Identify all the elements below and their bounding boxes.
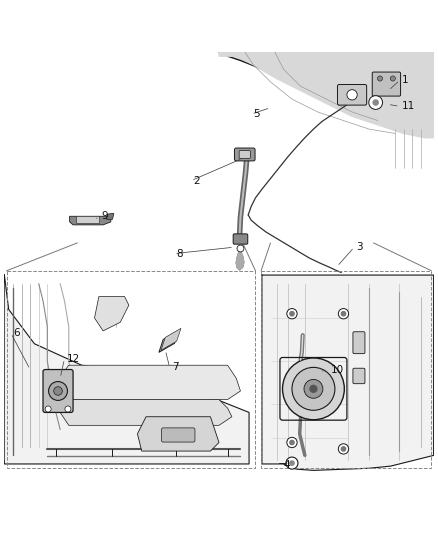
- Circle shape: [45, 406, 51, 412]
- Text: 9: 9: [101, 211, 108, 221]
- Circle shape: [341, 447, 346, 451]
- Polygon shape: [95, 296, 129, 331]
- Polygon shape: [219, 52, 434, 138]
- FancyBboxPatch shape: [239, 151, 251, 158]
- FancyBboxPatch shape: [233, 234, 248, 244]
- Circle shape: [290, 440, 294, 445]
- Text: 11: 11: [402, 101, 415, 111]
- Circle shape: [338, 309, 349, 319]
- Text: 10: 10: [331, 365, 344, 375]
- Circle shape: [283, 358, 344, 420]
- Polygon shape: [70, 214, 111, 225]
- FancyBboxPatch shape: [77, 216, 100, 223]
- FancyBboxPatch shape: [234, 148, 255, 161]
- Polygon shape: [60, 400, 232, 425]
- Polygon shape: [159, 330, 179, 352]
- FancyBboxPatch shape: [162, 428, 195, 442]
- Circle shape: [292, 367, 335, 410]
- Circle shape: [378, 76, 382, 81]
- Polygon shape: [219, 52, 434, 129]
- Text: 8: 8: [176, 248, 183, 259]
- Circle shape: [341, 312, 346, 316]
- Text: 7: 7: [172, 362, 178, 373]
- Circle shape: [54, 386, 62, 395]
- Text: 3: 3: [357, 242, 363, 252]
- Polygon shape: [106, 213, 114, 219]
- Circle shape: [287, 438, 297, 448]
- Circle shape: [49, 382, 67, 400]
- Circle shape: [310, 385, 317, 392]
- Polygon shape: [56, 365, 240, 400]
- Circle shape: [373, 100, 378, 105]
- FancyBboxPatch shape: [353, 332, 365, 353]
- FancyBboxPatch shape: [43, 369, 73, 413]
- FancyBboxPatch shape: [337, 85, 367, 105]
- Circle shape: [287, 309, 297, 319]
- Text: 2: 2: [193, 176, 200, 185]
- Text: 5: 5: [253, 109, 260, 119]
- Circle shape: [304, 379, 323, 398]
- Circle shape: [290, 312, 294, 316]
- Circle shape: [237, 245, 244, 252]
- Polygon shape: [236, 249, 244, 270]
- Polygon shape: [262, 275, 434, 471]
- Text: 12: 12: [67, 354, 80, 364]
- Polygon shape: [161, 328, 181, 350]
- Polygon shape: [4, 275, 249, 464]
- Text: 1: 1: [402, 75, 409, 85]
- Circle shape: [369, 95, 382, 109]
- Circle shape: [65, 406, 71, 412]
- Polygon shape: [138, 417, 219, 451]
- Circle shape: [390, 76, 396, 81]
- Circle shape: [286, 457, 298, 469]
- Text: 6: 6: [13, 328, 20, 338]
- Circle shape: [290, 461, 294, 465]
- Circle shape: [338, 444, 349, 454]
- FancyBboxPatch shape: [372, 72, 401, 96]
- Text: 4: 4: [283, 460, 290, 470]
- FancyBboxPatch shape: [353, 368, 365, 384]
- Circle shape: [347, 90, 357, 100]
